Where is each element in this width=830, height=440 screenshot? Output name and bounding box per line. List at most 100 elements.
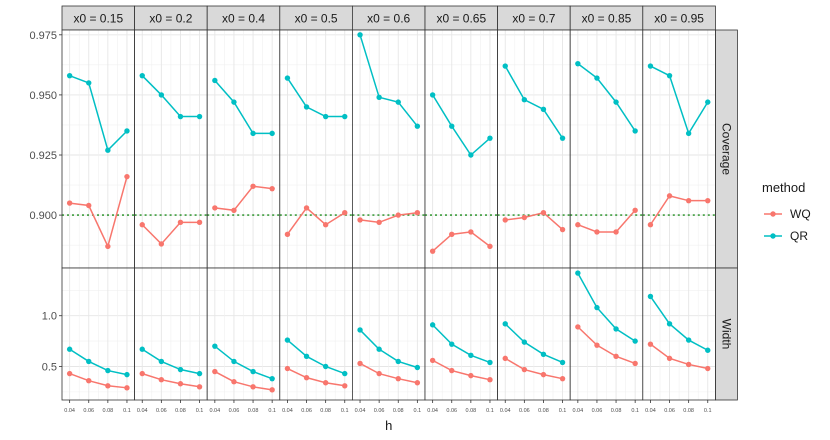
x-tick-label: 0.08: [538, 408, 549, 414]
data-point-wq: [414, 380, 421, 386]
series-line-wq: [504, 357, 563, 380]
data-point-qr: [212, 77, 218, 84]
data-point-qr: [158, 358, 165, 365]
series-line-wq: [432, 359, 491, 381]
data-point-wq: [594, 229, 600, 235]
data-point-qr: [124, 128, 130, 134]
data-point-qr: [284, 75, 291, 81]
data-point-wq: [105, 243, 111, 250]
data-point-qr: [414, 364, 421, 371]
data-point-wq: [521, 214, 528, 221]
data-point-wq: [502, 217, 508, 223]
series-line-wq: [141, 221, 200, 246]
x-tick-label: 0.1: [704, 408, 712, 414]
data-point-qr: [303, 353, 310, 360]
facet-strip-label: x0 = 0.7: [512, 12, 555, 26]
series-line-qr: [577, 63, 636, 132]
series-line-qr: [577, 272, 636, 342]
data-point-wq: [487, 243, 493, 250]
x-tick-label: 0.06: [519, 408, 530, 414]
x-tick-label: 0.04: [64, 408, 75, 414]
data-point-wq: [685, 197, 692, 204]
data-point-qr: [177, 113, 184, 120]
data-point-qr: [666, 72, 673, 79]
data-point-wq: [559, 226, 566, 233]
x-tick-label: 0.08: [102, 408, 113, 414]
data-point-wq: [357, 360, 363, 367]
data-point-qr: [468, 352, 474, 359]
y-tick-label: 0.975: [29, 30, 57, 42]
data-point-qr: [376, 346, 382, 352]
data-point-qr: [559, 135, 566, 141]
data-point-wq: [284, 231, 291, 238]
data-point-wq: [502, 355, 508, 362]
data-point-wq: [468, 229, 474, 235]
data-point-qr: [705, 347, 711, 353]
data-point-qr: [284, 337, 291, 343]
series-line-qr: [141, 348, 200, 375]
data-point-qr: [632, 128, 638, 134]
data-point-wq: [322, 380, 329, 386]
data-point-qr: [269, 375, 275, 382]
data-point-qr: [124, 371, 130, 378]
data-point-qr: [212, 343, 218, 349]
data-point-wq: [231, 207, 237, 214]
data-point-wq: [158, 376, 165, 383]
data-point-wq: [212, 205, 218, 211]
data-point-wq: [177, 219, 184, 226]
data-point-wq: [376, 219, 382, 226]
legend-entry-label: QR: [790, 229, 808, 243]
facet-row-label: Coverage: [719, 123, 733, 175]
facet-strip-label: x0 = 0.15: [73, 12, 123, 26]
data-point-wq: [449, 367, 455, 374]
data-point-qr: [521, 97, 528, 103]
facet-strip-col: [569, 5, 644, 31]
data-point-qr: [540, 106, 547, 113]
series-line-qr: [286, 339, 346, 375]
x-tick-label: 0.08: [175, 408, 186, 414]
data-point-wq: [269, 387, 275, 393]
x-tick-label: 0.1: [123, 408, 131, 414]
data-point-wq: [705, 197, 711, 204]
data-point-wq: [231, 379, 237, 385]
data-point-wq: [376, 370, 382, 377]
panel-border: [642, 267, 716, 401]
data-point-qr: [139, 72, 145, 79]
legend-title: method: [762, 180, 805, 195]
data-point-qr: [139, 346, 145, 352]
series-line-wq: [577, 326, 636, 365]
series-line-wq: [286, 206, 346, 235]
data-point-wq: [86, 378, 92, 384]
y-tick-label: 0.950: [29, 90, 57, 102]
data-point-qr: [613, 99, 619, 105]
data-point-wq: [269, 185, 275, 192]
legend-key-point: [770, 233, 776, 239]
series-line-qr: [649, 296, 709, 351]
data-point-wq: [284, 365, 291, 372]
x-tick-label: 0.06: [229, 408, 240, 414]
y-tick-label: 0.925: [29, 150, 57, 162]
data-point-qr: [468, 152, 474, 158]
data-point-qr: [322, 113, 329, 120]
data-point-qr: [647, 293, 654, 300]
series-line-qr: [650, 65, 709, 136]
x-tick-label: 0.06: [301, 408, 312, 414]
data-point-qr: [66, 346, 73, 352]
data-point-qr: [632, 338, 638, 344]
data-point-qr: [395, 358, 401, 365]
data-point-qr: [429, 92, 436, 98]
data-point-wq: [250, 384, 256, 390]
data-point-qr: [575, 270, 581, 276]
data-point-wq: [357, 217, 363, 223]
data-point-qr: [105, 147, 111, 153]
data-point-qr: [196, 113, 203, 120]
data-point-wq: [139, 222, 145, 228]
x-tick-label: 0.1: [196, 408, 204, 414]
series-line-wq: [214, 185, 273, 212]
legend-key-point: [770, 211, 776, 217]
data-point-qr: [357, 327, 363, 333]
data-point-qr: [613, 326, 619, 332]
data-point-qr: [395, 99, 401, 105]
x-tick-label: 0.06: [83, 408, 94, 414]
series-line-wq: [359, 362, 418, 384]
